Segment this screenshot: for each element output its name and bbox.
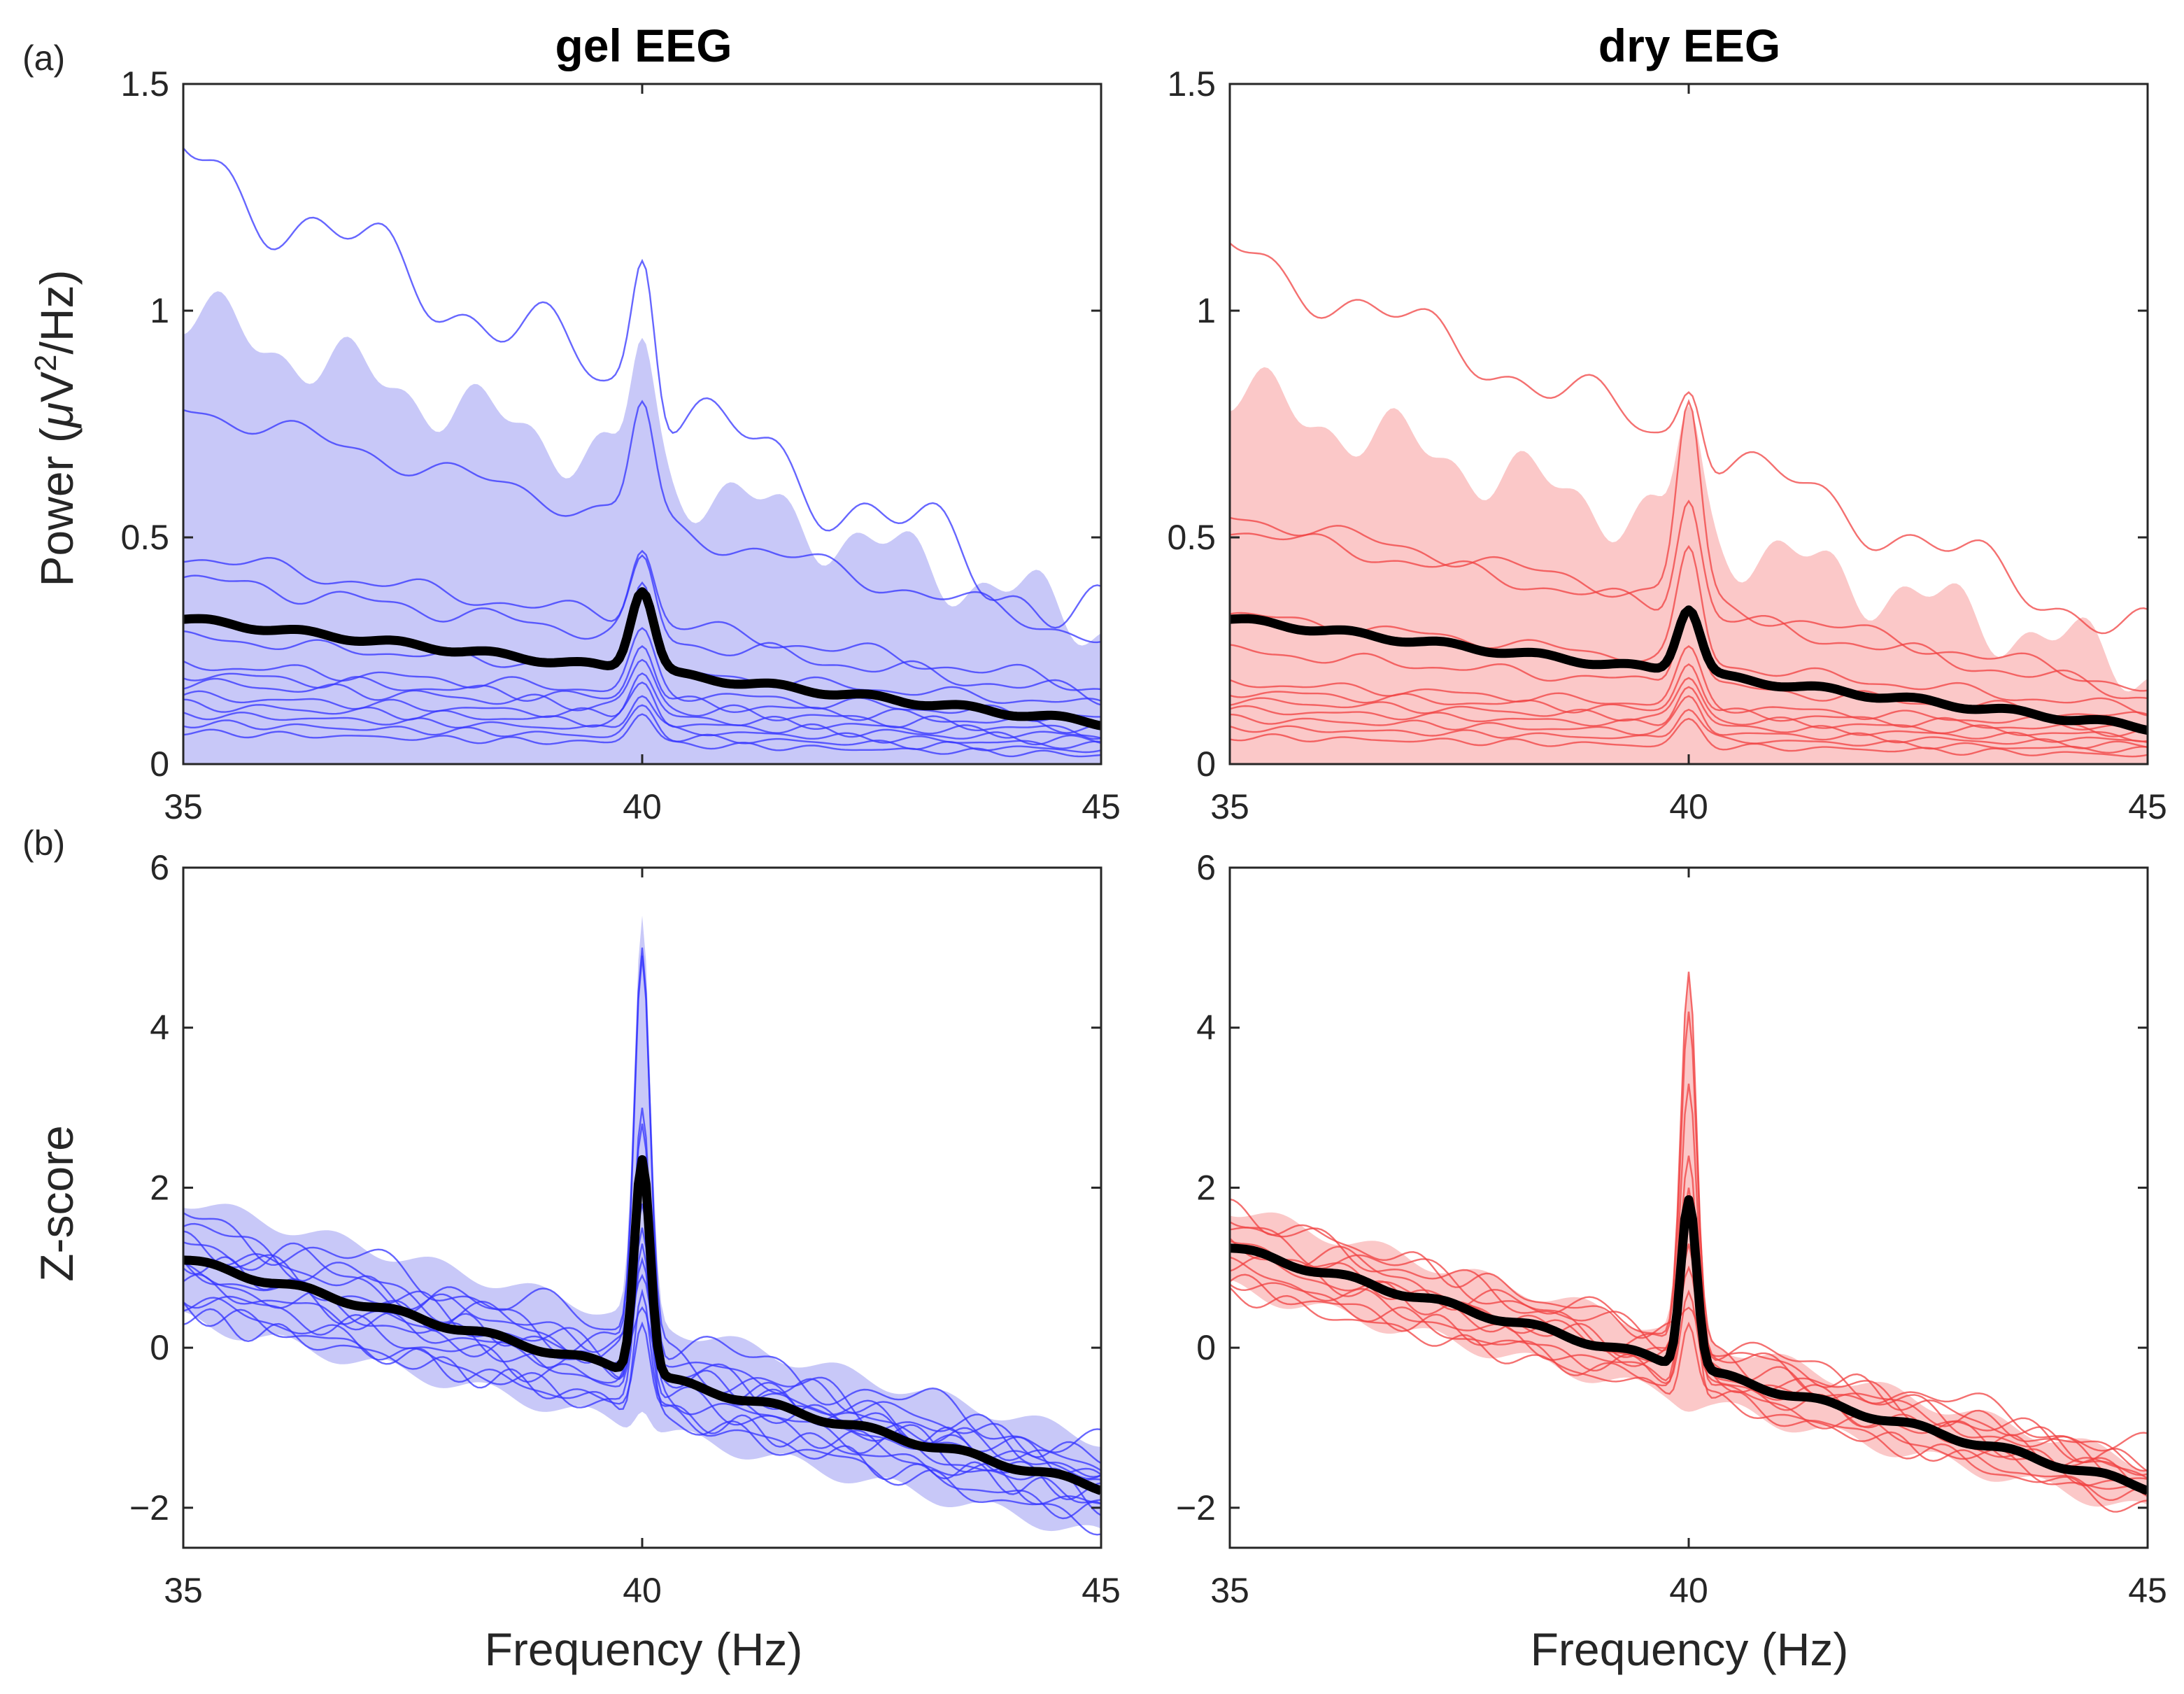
dry-zscore-subject-line bbox=[1230, 1198, 2148, 1472]
dry-power-ytick-label: 0 bbox=[1196, 744, 1216, 784]
gel-zscore-subject-line bbox=[183, 947, 1101, 1453]
gel-zscore-ytick-label: 2 bbox=[150, 1168, 169, 1207]
gel-power-subject-line bbox=[183, 682, 1101, 746]
dry-power-ytick-label: 0.5 bbox=[1167, 518, 1216, 557]
gel-power-xtick-label: 45 bbox=[1082, 787, 1121, 826]
gel-power-ytick-label: 0 bbox=[150, 744, 169, 784]
gel-zscore-plot: 35 40 45 −2 0 2 4 6 bbox=[129, 848, 1121, 1610]
dry-power-xtick-label: 35 bbox=[1210, 787, 1249, 826]
gel-zscore-ytick-label: 6 bbox=[150, 848, 169, 887]
dry-power-subject-line bbox=[1230, 717, 2148, 758]
gel-power-subject-line bbox=[183, 581, 1101, 705]
gel-power-subject-line bbox=[183, 147, 1101, 629]
gel-power-subject-line bbox=[183, 400, 1101, 644]
dry-zscore-ytick-label: 6 bbox=[1196, 848, 1216, 887]
gel-power-band bbox=[183, 291, 1101, 764]
gel-power-subject-line bbox=[183, 549, 1101, 691]
panel-letter-a: (a) bbox=[22, 38, 65, 78]
gel-power-xtick-label: 35 bbox=[164, 787, 203, 826]
gel-zscore-subject-line bbox=[183, 955, 1101, 1478]
gel-zscore-xtick-label: 45 bbox=[1082, 1571, 1121, 1610]
xlabel-dry: Frequency (Hz) bbox=[1531, 1623, 1849, 1675]
ylabel-zscore: Z-score bbox=[31, 1125, 83, 1282]
dry-zscore-xtick-label: 35 bbox=[1210, 1571, 1249, 1610]
dry-power-ytick-label: 1.5 bbox=[1167, 64, 1216, 104]
gel-zscore-ytick-label: 4 bbox=[150, 1008, 169, 1047]
dry-zscore-mean-line bbox=[1230, 1195, 2148, 1495]
dry-zscore-ytick-label: 0 bbox=[1196, 1328, 1216, 1367]
title-dry-eeg: dry EEG bbox=[1598, 20, 1780, 71]
dry-zscore-plot-area bbox=[1230, 971, 2148, 1513]
gel-zscore-subject-line bbox=[183, 1288, 1101, 1520]
dry-power-mean-line bbox=[1230, 605, 2148, 735]
dry-zscore-xtick-label: 40 bbox=[1669, 1571, 1708, 1610]
ylabel-power-sup: 2 bbox=[29, 354, 63, 371]
dry-zscore-subject-line bbox=[1230, 1243, 2148, 1513]
gel-zscore-subject-line bbox=[183, 1230, 1101, 1464]
title-gel-eeg: gel EEG bbox=[555, 20, 732, 71]
dry-zscore-xtick-label: 45 bbox=[2128, 1571, 2167, 1610]
dry-zscore-ytick-label: 4 bbox=[1196, 1008, 1216, 1047]
dry-power-subject-line bbox=[1230, 499, 2148, 700]
gel-power-subject-line bbox=[183, 704, 1101, 754]
dry-power-subject-line bbox=[1230, 242, 2148, 635]
gel-zscore-band bbox=[183, 915, 1101, 1532]
gel-power-subject-line bbox=[183, 672, 1101, 740]
dry-zscore-subject-line bbox=[1230, 1287, 2148, 1502]
dry-power-subject-line bbox=[1230, 544, 2148, 717]
dry-zscore-plot: 35 40 45 −2 0 2 4 6 bbox=[1176, 848, 2167, 1610]
gel-zscore-subject-line bbox=[183, 1123, 1101, 1516]
panel-letter-b: (b) bbox=[22, 824, 65, 863]
gel-power-xtick-label: 40 bbox=[623, 787, 662, 826]
dry-power-subject-line bbox=[1230, 399, 2148, 692]
gel-power-plot-area bbox=[183, 147, 1101, 764]
gel-zscore-subject-line bbox=[183, 1227, 1101, 1501]
gel-zscore-xtick-label: 40 bbox=[623, 1571, 662, 1610]
gel-zscore-subject-line bbox=[183, 1204, 1101, 1505]
dry-power-band bbox=[1230, 367, 2148, 764]
dry-power-xtick-label: 40 bbox=[1669, 787, 1708, 826]
gel-power-subject-line bbox=[183, 644, 1101, 734]
dry-power-ytick-label: 1 bbox=[1196, 291, 1216, 330]
dry-zscore-subject-line bbox=[1230, 971, 2148, 1452]
gel-zscore-subject-line bbox=[183, 1243, 1101, 1536]
gel-power-subject-line bbox=[183, 554, 1101, 706]
gel-power-subject-line bbox=[183, 658, 1101, 740]
ylabel-power-prefix: Power ( bbox=[31, 428, 83, 586]
gel-zscore-ytick-label: −2 bbox=[129, 1488, 169, 1527]
dry-power-plot-area bbox=[1230, 242, 2148, 764]
gel-zscore-xtick-label: 35 bbox=[164, 1571, 203, 1610]
gel-power-subject-line bbox=[183, 627, 1101, 722]
dry-zscore-subject-line bbox=[1230, 1083, 2148, 1481]
ylabel-power-mu: μ bbox=[31, 402, 83, 429]
gel-zscore-ytick-label: 0 bbox=[150, 1328, 169, 1367]
gel-power-ytick-label: 1 bbox=[150, 291, 169, 330]
gel-zscore-subject-line bbox=[183, 1256, 1101, 1471]
dry-power-subject-line bbox=[1230, 686, 2148, 744]
dry-zscore-ytick-label: 2 bbox=[1196, 1168, 1216, 1207]
ylabel-power: Power (μV2/Hz) bbox=[29, 269, 83, 586]
ylabel-power-unit: V bbox=[31, 372, 83, 402]
dry-power-plot: 35 40 45 0 0.5 1 1.5 bbox=[1167, 64, 2167, 826]
gel-zscore-mean-line bbox=[183, 1155, 1101, 1495]
dry-zscore-subject-line bbox=[1230, 1255, 2148, 1472]
gel-power-subject-line bbox=[183, 713, 1101, 758]
dry-zscore-band bbox=[1230, 971, 2148, 1507]
gel-zscore-plot-area bbox=[183, 915, 1101, 1536]
dry-power-subject-line bbox=[1230, 695, 2148, 749]
dry-power-subject-line bbox=[1230, 677, 2148, 742]
dry-power-xtick-label: 45 bbox=[2128, 787, 2167, 826]
gel-zscore-subject-line bbox=[183, 1308, 1101, 1504]
dry-power-subject-line bbox=[1230, 645, 2148, 731]
gel-power-ytick-label: 1.5 bbox=[120, 64, 169, 104]
gel-power-ytick-label: 0.5 bbox=[120, 518, 169, 557]
ylabel-power-suffix: /Hz) bbox=[31, 269, 83, 354]
gel-power-mean-line bbox=[183, 587, 1101, 730]
dry-zscore-ytick-label: −2 bbox=[1176, 1488, 1216, 1527]
gel-power-plot: 35 40 45 0 0.5 1 1.5 bbox=[120, 64, 1120, 826]
xlabel-gel: Frequency (Hz) bbox=[485, 1623, 803, 1675]
